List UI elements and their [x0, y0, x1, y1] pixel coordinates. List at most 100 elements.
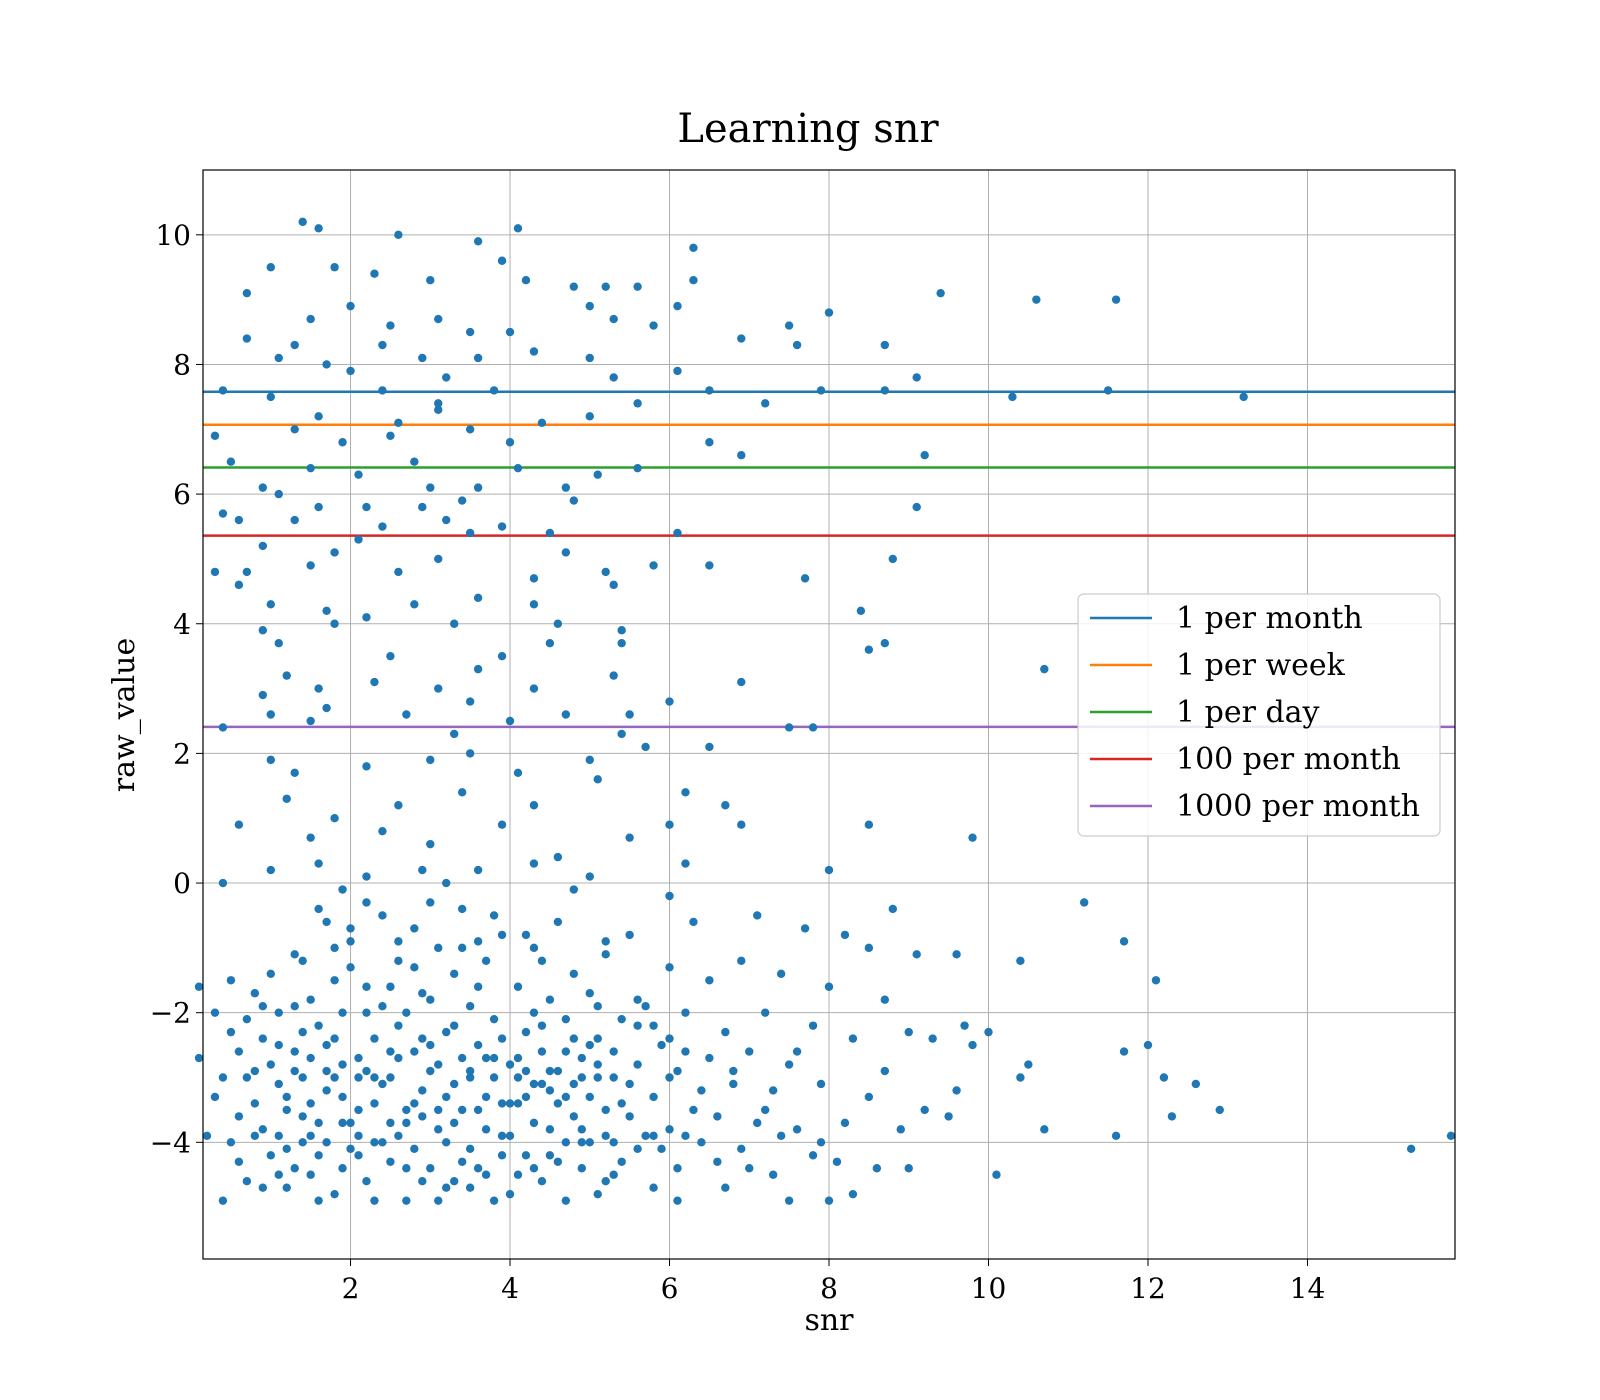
scatter-point — [473, 593, 483, 603]
scatter-point — [513, 1073, 523, 1082]
scatter-point — [473, 1105, 483, 1115]
scatter-point — [410, 600, 419, 609]
scatter-point — [449, 1079, 459, 1089]
scatter-point — [489, 911, 499, 920]
scatter-point — [513, 1099, 523, 1108]
scatter-point — [952, 950, 961, 959]
scatter-point — [737, 451, 746, 460]
scatter-point — [1239, 392, 1248, 402]
scatter-point — [274, 1170, 283, 1179]
scatter-point — [330, 943, 339, 953]
scatter-point — [753, 1118, 762, 1128]
scatter-point — [1040, 664, 1049, 674]
scatter-point — [258, 1034, 268, 1043]
scatter-point — [593, 775, 602, 784]
scatter-point — [418, 1034, 427, 1043]
scatter-point — [394, 937, 403, 946]
scatter-point — [1008, 392, 1017, 402]
scatter-point — [521, 275, 531, 285]
scatter-point — [649, 561, 658, 570]
scatter-point — [306, 1053, 315, 1063]
scatter-point — [673, 1066, 682, 1076]
scatter-point — [529, 1008, 539, 1017]
scatter-point — [569, 1112, 579, 1121]
scatter-point — [290, 515, 299, 525]
scatter-point — [585, 301, 594, 311]
scatter-point — [753, 911, 762, 920]
y-tick-label: 8 — [173, 348, 191, 381]
scatter-point — [370, 269, 379, 278]
scatter-point — [537, 1047, 547, 1056]
scatter-point — [402, 1196, 411, 1205]
scatter-point — [465, 1073, 475, 1082]
scatter-point — [745, 1164, 754, 1173]
scatter-point — [274, 1040, 283, 1050]
scatter-point — [266, 969, 275, 978]
scatter-point — [513, 1170, 523, 1179]
scatter-point — [705, 438, 714, 447]
scatter-point — [386, 321, 395, 330]
scatter-point — [880, 386, 890, 395]
scatter-point — [537, 956, 547, 966]
scatter-point — [705, 1053, 714, 1063]
scatter-point — [577, 1164, 586, 1173]
scatter-point — [705, 742, 714, 752]
scatter-point — [434, 684, 443, 693]
scatter-point — [721, 1027, 730, 1037]
scatter-point — [713, 1112, 722, 1121]
scatter-point — [298, 1073, 307, 1082]
scatter-point — [513, 463, 523, 473]
scatter-point — [601, 1177, 610, 1186]
scatter-point — [465, 697, 475, 706]
scatter-point — [465, 425, 475, 434]
scatter-point — [840, 1118, 850, 1128]
scatter-point — [609, 580, 618, 590]
scatter-point — [210, 431, 220, 440]
scatter-point — [529, 347, 539, 356]
scatter-point — [362, 502, 371, 512]
scatter-point — [968, 833, 977, 842]
scatter-point — [418, 989, 427, 998]
scatter-point — [434, 554, 443, 564]
scatter-point — [314, 412, 323, 421]
scatter-point — [434, 314, 443, 324]
scatter-point — [585, 755, 594, 765]
scatter-point — [218, 723, 228, 732]
scatter-point — [370, 1034, 379, 1043]
scatter-point — [346, 1144, 355, 1154]
x-tick-label: 12 — [1130, 1272, 1166, 1305]
scatter-point — [601, 937, 610, 946]
scatter-point — [593, 1189, 602, 1199]
scatter-point — [505, 327, 515, 337]
scatter-point — [649, 1092, 658, 1102]
scatter-point — [1446, 1131, 1456, 1141]
scatter-point — [505, 438, 515, 447]
scatter-point — [545, 995, 555, 1004]
scatter-point — [274, 1131, 283, 1141]
scatter-point — [386, 1073, 395, 1082]
scatter-point — [394, 1131, 403, 1141]
scatter-point — [880, 1066, 890, 1076]
scatter-point — [601, 1105, 610, 1115]
scatter-point — [529, 684, 539, 693]
scatter-point — [888, 554, 897, 564]
scatter-point — [569, 496, 579, 505]
scatter-point — [394, 567, 403, 577]
scatter-point — [457, 788, 467, 797]
scatter-point — [561, 1138, 571, 1147]
scatter-point — [649, 321, 658, 330]
scatter-point — [513, 1053, 523, 1063]
scatter-point — [792, 340, 802, 350]
scatter-point — [322, 917, 331, 927]
scatter-point — [210, 1092, 220, 1102]
scatter-point — [513, 982, 523, 991]
scatter-point — [1191, 1079, 1201, 1089]
scatter-point — [473, 982, 483, 991]
scatter-point — [1016, 1073, 1025, 1082]
scatter-point — [840, 930, 850, 940]
scatter-point — [418, 502, 427, 512]
scatter-point — [298, 217, 307, 227]
scatter-point — [354, 1151, 363, 1160]
scatter-point — [665, 891, 674, 901]
scatter-point — [426, 995, 435, 1004]
